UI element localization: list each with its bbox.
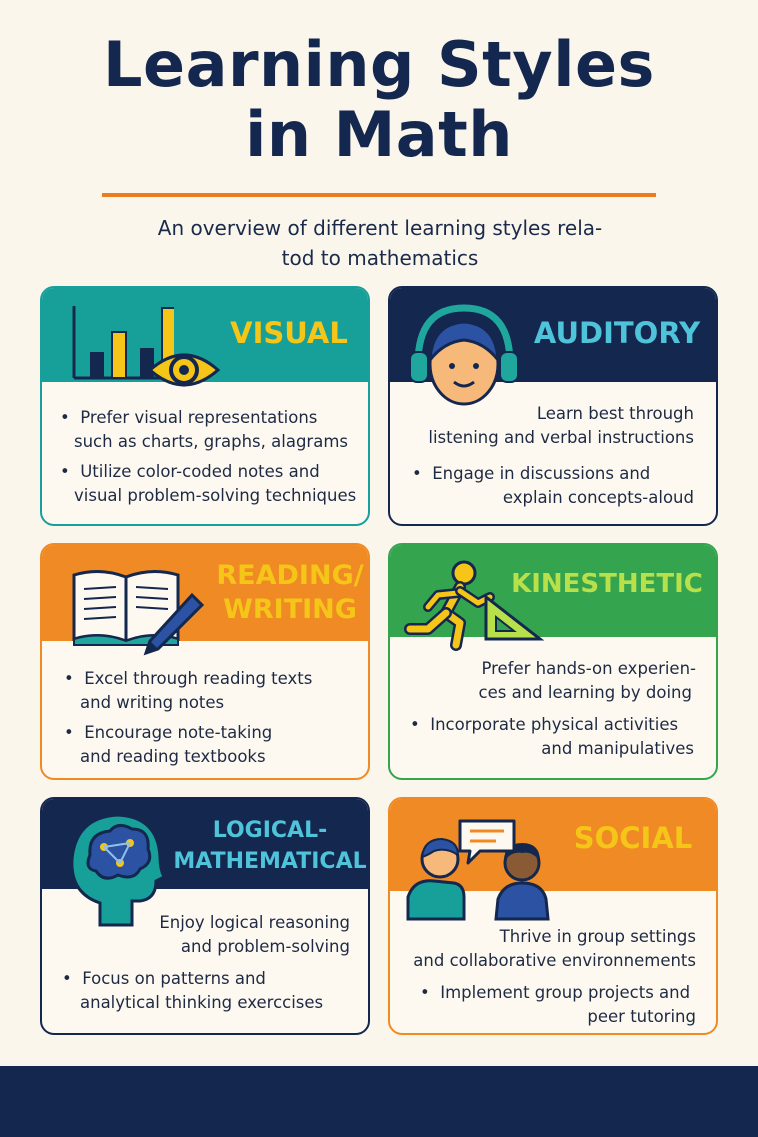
subtitle: An overview of different learning styles… bbox=[110, 213, 650, 273]
text-1-cont: and collaborative environnements bbox=[413, 951, 696, 970]
card-auditory-body: Learn best through listening and verbal … bbox=[390, 382, 716, 524]
card-social-title: SOCIAL bbox=[573, 821, 693, 855]
card-kinesthetic-body: Prefer hands-on experien- ces and learni… bbox=[390, 637, 716, 778]
two-people-talking-icon bbox=[406, 837, 550, 921]
text-1-cont: and problem-solving bbox=[180, 937, 350, 956]
card-auditory-header: AUDITORY bbox=[390, 288, 716, 406]
text-1: Enjoy logical reasoning bbox=[159, 913, 350, 932]
card-social-header: SOCIAL bbox=[390, 799, 716, 921]
bullet-1-cont: such as charts, graphs, alagrams bbox=[74, 432, 348, 451]
card-logical-header: LOGICAL- MATHEMATICAL bbox=[42, 799, 368, 927]
card-visual-title: VISUAL bbox=[230, 316, 348, 350]
title-line-2: WRITING bbox=[223, 594, 357, 625]
bullet-1-cont: and manipulatives bbox=[541, 739, 694, 758]
bullet-2: • Encourage note-taking bbox=[64, 723, 273, 742]
eye-icon bbox=[147, 353, 221, 387]
text-1: Prefer hands-on experien- bbox=[481, 659, 696, 678]
title-line-1: LOGICAL- bbox=[212, 818, 328, 843]
card-auditory: AUDITORY Learn best through listening an… bbox=[388, 286, 718, 526]
card-visual-body: • Prefer visual representations such as … bbox=[42, 382, 368, 524]
bullet-1: • Focus on patterns and bbox=[62, 969, 266, 988]
bullet-1: • Excel through reading texts bbox=[64, 669, 313, 688]
bullet-1: • Engage in discussions and bbox=[412, 464, 651, 483]
footer-bar bbox=[0, 1066, 758, 1137]
card-kinesthetic: KINESTHETIC Prefer hands-on experien- ce… bbox=[388, 543, 718, 780]
bullet-1-cont: explain concepts-aloud bbox=[502, 488, 694, 507]
card-reading-title: READING/ WRITING bbox=[210, 559, 368, 627]
card-visual-header: VISUAL bbox=[42, 288, 368, 387]
card-kinesthetic-title: KINESTHETIC bbox=[511, 569, 703, 599]
card-reading-header: READING/ WRITING bbox=[42, 545, 368, 656]
bullet-2-cont: and reading textbooks bbox=[80, 747, 266, 766]
bullet-1: • Implement group projects and bbox=[420, 983, 691, 1002]
card-reading-body: • Excel through reading texts and writin… bbox=[42, 641, 368, 778]
card-visual: VISUAL • Prefer visual representations s… bbox=[40, 286, 370, 526]
bullet-1-cont: analytical thinking exerccises bbox=[80, 993, 324, 1012]
card-logical-title: LOGICAL- MATHEMATICAL bbox=[170, 815, 368, 877]
title-line-1: Learning Styles bbox=[103, 28, 655, 101]
bullet-1-cont: peer tutoring bbox=[587, 1007, 696, 1026]
open-book-icon bbox=[72, 570, 180, 646]
pencil-icon bbox=[143, 592, 205, 656]
bullet-1: • Prefer visual representations bbox=[60, 408, 318, 427]
page-title: Learning Styles in Math bbox=[0, 30, 758, 170]
subtitle-line-2: tod to mathematics bbox=[281, 246, 479, 270]
text-1-cont: ces and learning by doing bbox=[478, 683, 692, 702]
running-person-icon bbox=[404, 560, 495, 651]
title-divider bbox=[102, 193, 656, 197]
speech-bubble-icon bbox=[458, 819, 516, 865]
subtitle-line-1: An overview of different learning styles… bbox=[157, 216, 603, 240]
card-social: SOCIAL Thrive in group settings and coll… bbox=[388, 797, 718, 1035]
title-line-2: MATHEMATICAL bbox=[173, 849, 367, 874]
bullet-2-cont: visual problem-solving techniques bbox=[74, 486, 357, 505]
card-kinesthetic-header: KINESTHETIC bbox=[390, 545, 716, 651]
card-reading-writing: READING/ WRITING • Excel through reading… bbox=[40, 543, 370, 780]
set-square-icon bbox=[484, 593, 544, 641]
bullet-2: • Utilize color-coded notes and bbox=[60, 462, 320, 481]
card-auditory-title: AUDITORY bbox=[533, 316, 701, 350]
text-1-cont: listening and verbal instructions bbox=[428, 428, 694, 447]
card-logical-body: Enjoy logical reasoning and problem-solv… bbox=[42, 889, 368, 1033]
card-logical-mathematical: LOGICAL- MATHEMATICAL Enjoy logical reas… bbox=[40, 797, 370, 1035]
headphones-person-icon bbox=[409, 304, 519, 406]
text-1: Learn best through bbox=[536, 404, 694, 423]
title-line-2: in Math bbox=[245, 98, 513, 171]
bullet-1: • Incorporate physical activities bbox=[410, 715, 679, 734]
text-1: Thrive in group settings bbox=[499, 927, 696, 946]
title-line-1: READING/ bbox=[216, 560, 364, 591]
card-social-body: Thrive in group settings and collaborati… bbox=[390, 891, 716, 1033]
bullet-1-cont: and writing notes bbox=[80, 693, 225, 712]
head-brain-icon bbox=[70, 813, 167, 927]
